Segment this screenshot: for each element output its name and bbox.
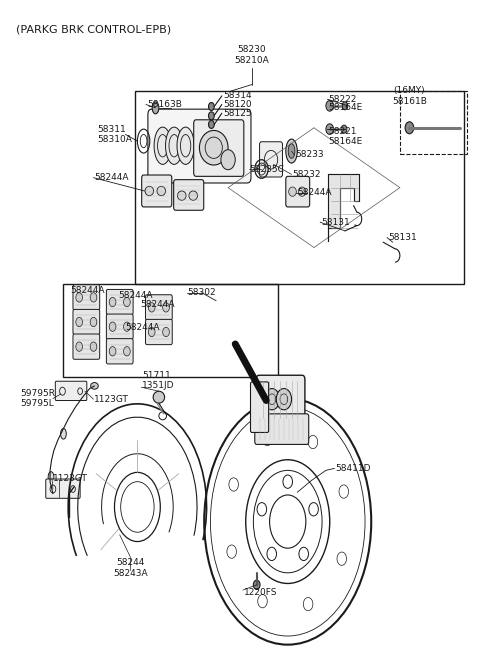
Text: 58244
58243A: 58244 58243A — [113, 558, 147, 578]
Bar — [400, 92, 467, 154]
Ellipse shape — [288, 187, 296, 196]
Ellipse shape — [208, 112, 214, 120]
Bar — [135, 92, 464, 284]
Ellipse shape — [123, 322, 130, 331]
FancyBboxPatch shape — [260, 142, 282, 177]
Text: 58120: 58120 — [223, 100, 252, 109]
Text: 58244A: 58244A — [95, 173, 129, 182]
Ellipse shape — [76, 342, 83, 351]
Ellipse shape — [153, 391, 165, 403]
FancyBboxPatch shape — [255, 414, 309, 444]
Ellipse shape — [154, 127, 171, 164]
Bar — [63, 284, 278, 377]
Ellipse shape — [163, 303, 169, 312]
Text: 58233: 58233 — [295, 150, 324, 159]
Ellipse shape — [189, 191, 198, 200]
Text: 58314: 58314 — [223, 92, 252, 100]
Ellipse shape — [145, 186, 154, 196]
Ellipse shape — [123, 297, 130, 307]
Ellipse shape — [326, 100, 334, 111]
Ellipse shape — [405, 122, 414, 134]
Text: 58244A: 58244A — [118, 291, 153, 300]
FancyBboxPatch shape — [145, 319, 172, 345]
Ellipse shape — [91, 383, 98, 389]
Ellipse shape — [123, 347, 130, 356]
FancyBboxPatch shape — [107, 339, 133, 364]
Ellipse shape — [90, 293, 97, 302]
Ellipse shape — [109, 347, 116, 356]
Text: 58235C: 58235C — [250, 164, 285, 174]
Ellipse shape — [276, 389, 291, 410]
Text: 51711
1351JD: 51711 1351JD — [142, 371, 175, 390]
FancyBboxPatch shape — [73, 309, 100, 335]
Text: 1220FS: 1220FS — [244, 588, 277, 597]
Ellipse shape — [178, 191, 186, 200]
Text: 58221: 58221 — [328, 127, 357, 136]
Ellipse shape — [208, 120, 214, 128]
Ellipse shape — [341, 125, 347, 133]
Text: 58302: 58302 — [188, 289, 216, 297]
FancyBboxPatch shape — [73, 334, 100, 359]
Ellipse shape — [148, 327, 155, 337]
FancyBboxPatch shape — [46, 479, 80, 498]
Ellipse shape — [157, 186, 166, 196]
Ellipse shape — [148, 303, 155, 312]
FancyBboxPatch shape — [194, 120, 244, 176]
Ellipse shape — [298, 187, 306, 196]
Text: 58164E: 58164E — [328, 104, 362, 112]
Ellipse shape — [208, 102, 214, 110]
Ellipse shape — [152, 102, 159, 114]
FancyBboxPatch shape — [251, 382, 269, 432]
Text: 58164E: 58164E — [328, 136, 362, 146]
Text: 58244A: 58244A — [71, 287, 105, 295]
Text: 58163B: 58163B — [147, 100, 182, 109]
Ellipse shape — [199, 130, 228, 165]
Text: 58131: 58131 — [388, 233, 417, 242]
Text: 1123GT: 1123GT — [95, 395, 129, 403]
FancyBboxPatch shape — [174, 180, 204, 210]
Ellipse shape — [221, 150, 235, 170]
Ellipse shape — [76, 293, 83, 302]
Ellipse shape — [109, 297, 116, 307]
Ellipse shape — [109, 322, 116, 331]
Text: 58232: 58232 — [292, 170, 321, 179]
Text: (16MY)
58161B: (16MY) 58161B — [392, 86, 427, 106]
Text: 58311
58310A: 58311 58310A — [97, 125, 132, 144]
Text: 1123GT: 1123GT — [53, 474, 88, 483]
Text: 58230
58210A: 58230 58210A — [235, 45, 269, 65]
Ellipse shape — [166, 127, 183, 164]
FancyBboxPatch shape — [107, 314, 133, 339]
Ellipse shape — [288, 144, 295, 158]
Text: 58244A: 58244A — [125, 323, 160, 332]
Ellipse shape — [163, 327, 169, 337]
Text: 59795R
59795L: 59795R 59795L — [21, 389, 56, 408]
FancyBboxPatch shape — [256, 375, 305, 423]
Ellipse shape — [177, 127, 194, 164]
FancyBboxPatch shape — [145, 295, 172, 320]
Polygon shape — [328, 174, 360, 241]
FancyBboxPatch shape — [107, 289, 133, 315]
Text: 58244A: 58244A — [297, 188, 332, 198]
Ellipse shape — [342, 102, 348, 110]
Text: 58244A: 58244A — [140, 299, 174, 309]
Ellipse shape — [76, 317, 83, 327]
FancyBboxPatch shape — [73, 285, 100, 310]
Text: 58125: 58125 — [223, 109, 252, 118]
Ellipse shape — [90, 342, 97, 351]
Text: 58411D: 58411D — [336, 464, 371, 473]
Ellipse shape — [90, 317, 97, 327]
FancyBboxPatch shape — [142, 175, 172, 207]
FancyBboxPatch shape — [55, 381, 87, 401]
FancyBboxPatch shape — [286, 176, 310, 207]
Ellipse shape — [253, 580, 260, 589]
Ellipse shape — [48, 472, 54, 482]
Text: 58131: 58131 — [321, 218, 350, 226]
Ellipse shape — [286, 139, 297, 163]
Text: 58222: 58222 — [328, 95, 357, 104]
Text: (PARKG BRK CONTROL-EPB): (PARKG BRK CONTROL-EPB) — [16, 25, 171, 35]
FancyBboxPatch shape — [148, 109, 251, 183]
Ellipse shape — [326, 124, 334, 134]
Ellipse shape — [60, 428, 66, 439]
Ellipse shape — [264, 389, 280, 410]
